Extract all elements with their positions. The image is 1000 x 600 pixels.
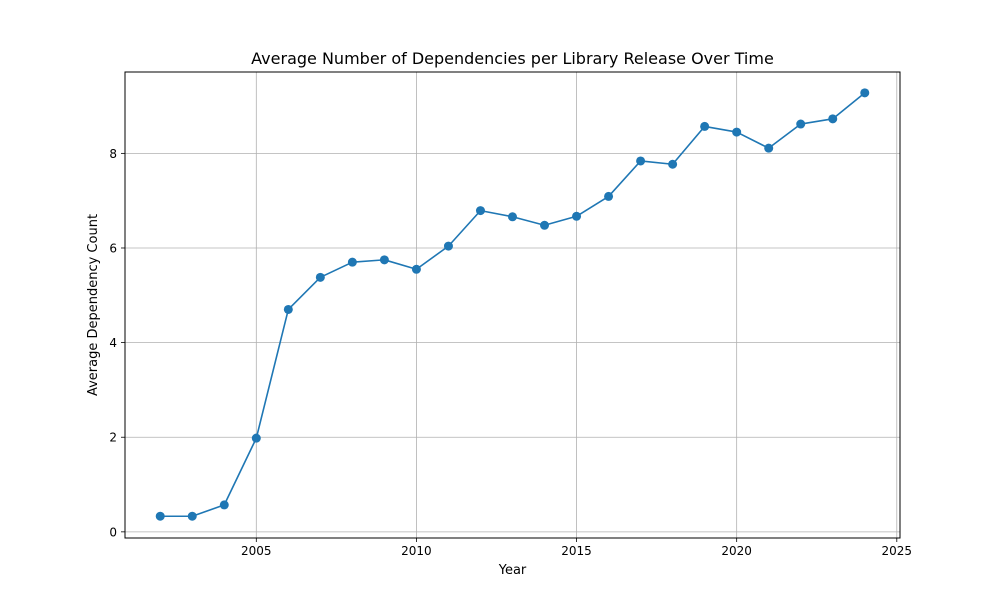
data-point (315, 272, 325, 282)
plot-frame (124, 71, 901, 539)
y-axis-ticks: 0 2 4 6 8 (109, 147, 125, 539)
data-point (732, 127, 742, 137)
x-axis-ticks: 2005 2010 2015 2020 2025 (241, 538, 912, 558)
grid (125, 72, 900, 538)
data-point (604, 191, 614, 201)
data-point (347, 257, 357, 267)
x-axis-label: Year (498, 563, 527, 578)
data-point (508, 212, 517, 222)
y-tick-label: 6 (109, 241, 117, 255)
data-point (411, 264, 421, 274)
y-tick-label: 4 (109, 336, 117, 350)
data-point (764, 143, 774, 153)
data-point (187, 511, 197, 521)
data-point (219, 500, 229, 510)
data-point (796, 119, 806, 129)
y-tick-label: 8 (109, 147, 117, 161)
y-axis-label: Average Dependency Count (86, 214, 101, 396)
data-point (379, 255, 389, 265)
chart-title: Average Number of Dependencies per Libra… (251, 49, 774, 68)
x-tick-label: 2020 (721, 544, 752, 558)
data-point (251, 433, 261, 443)
data-point (700, 121, 710, 131)
data-point (155, 511, 165, 521)
data-point (860, 88, 870, 98)
series-layer (155, 88, 870, 521)
data-point (668, 159, 678, 169)
data-point (636, 156, 646, 166)
data-point (443, 241, 453, 251)
x-tick-label: 2015 (561, 544, 592, 558)
data-point (540, 220, 550, 230)
y-tick-label: 2 (109, 431, 117, 445)
y-tick-label: 0 (109, 525, 117, 539)
data-point (283, 304, 293, 314)
x-tick-label: 2025 (882, 544, 913, 558)
data-point (828, 114, 838, 124)
x-tick-label: 2005 (241, 544, 272, 558)
data-point (475, 206, 485, 216)
data-point (572, 211, 582, 221)
x-tick-label: 2010 (401, 544, 432, 558)
